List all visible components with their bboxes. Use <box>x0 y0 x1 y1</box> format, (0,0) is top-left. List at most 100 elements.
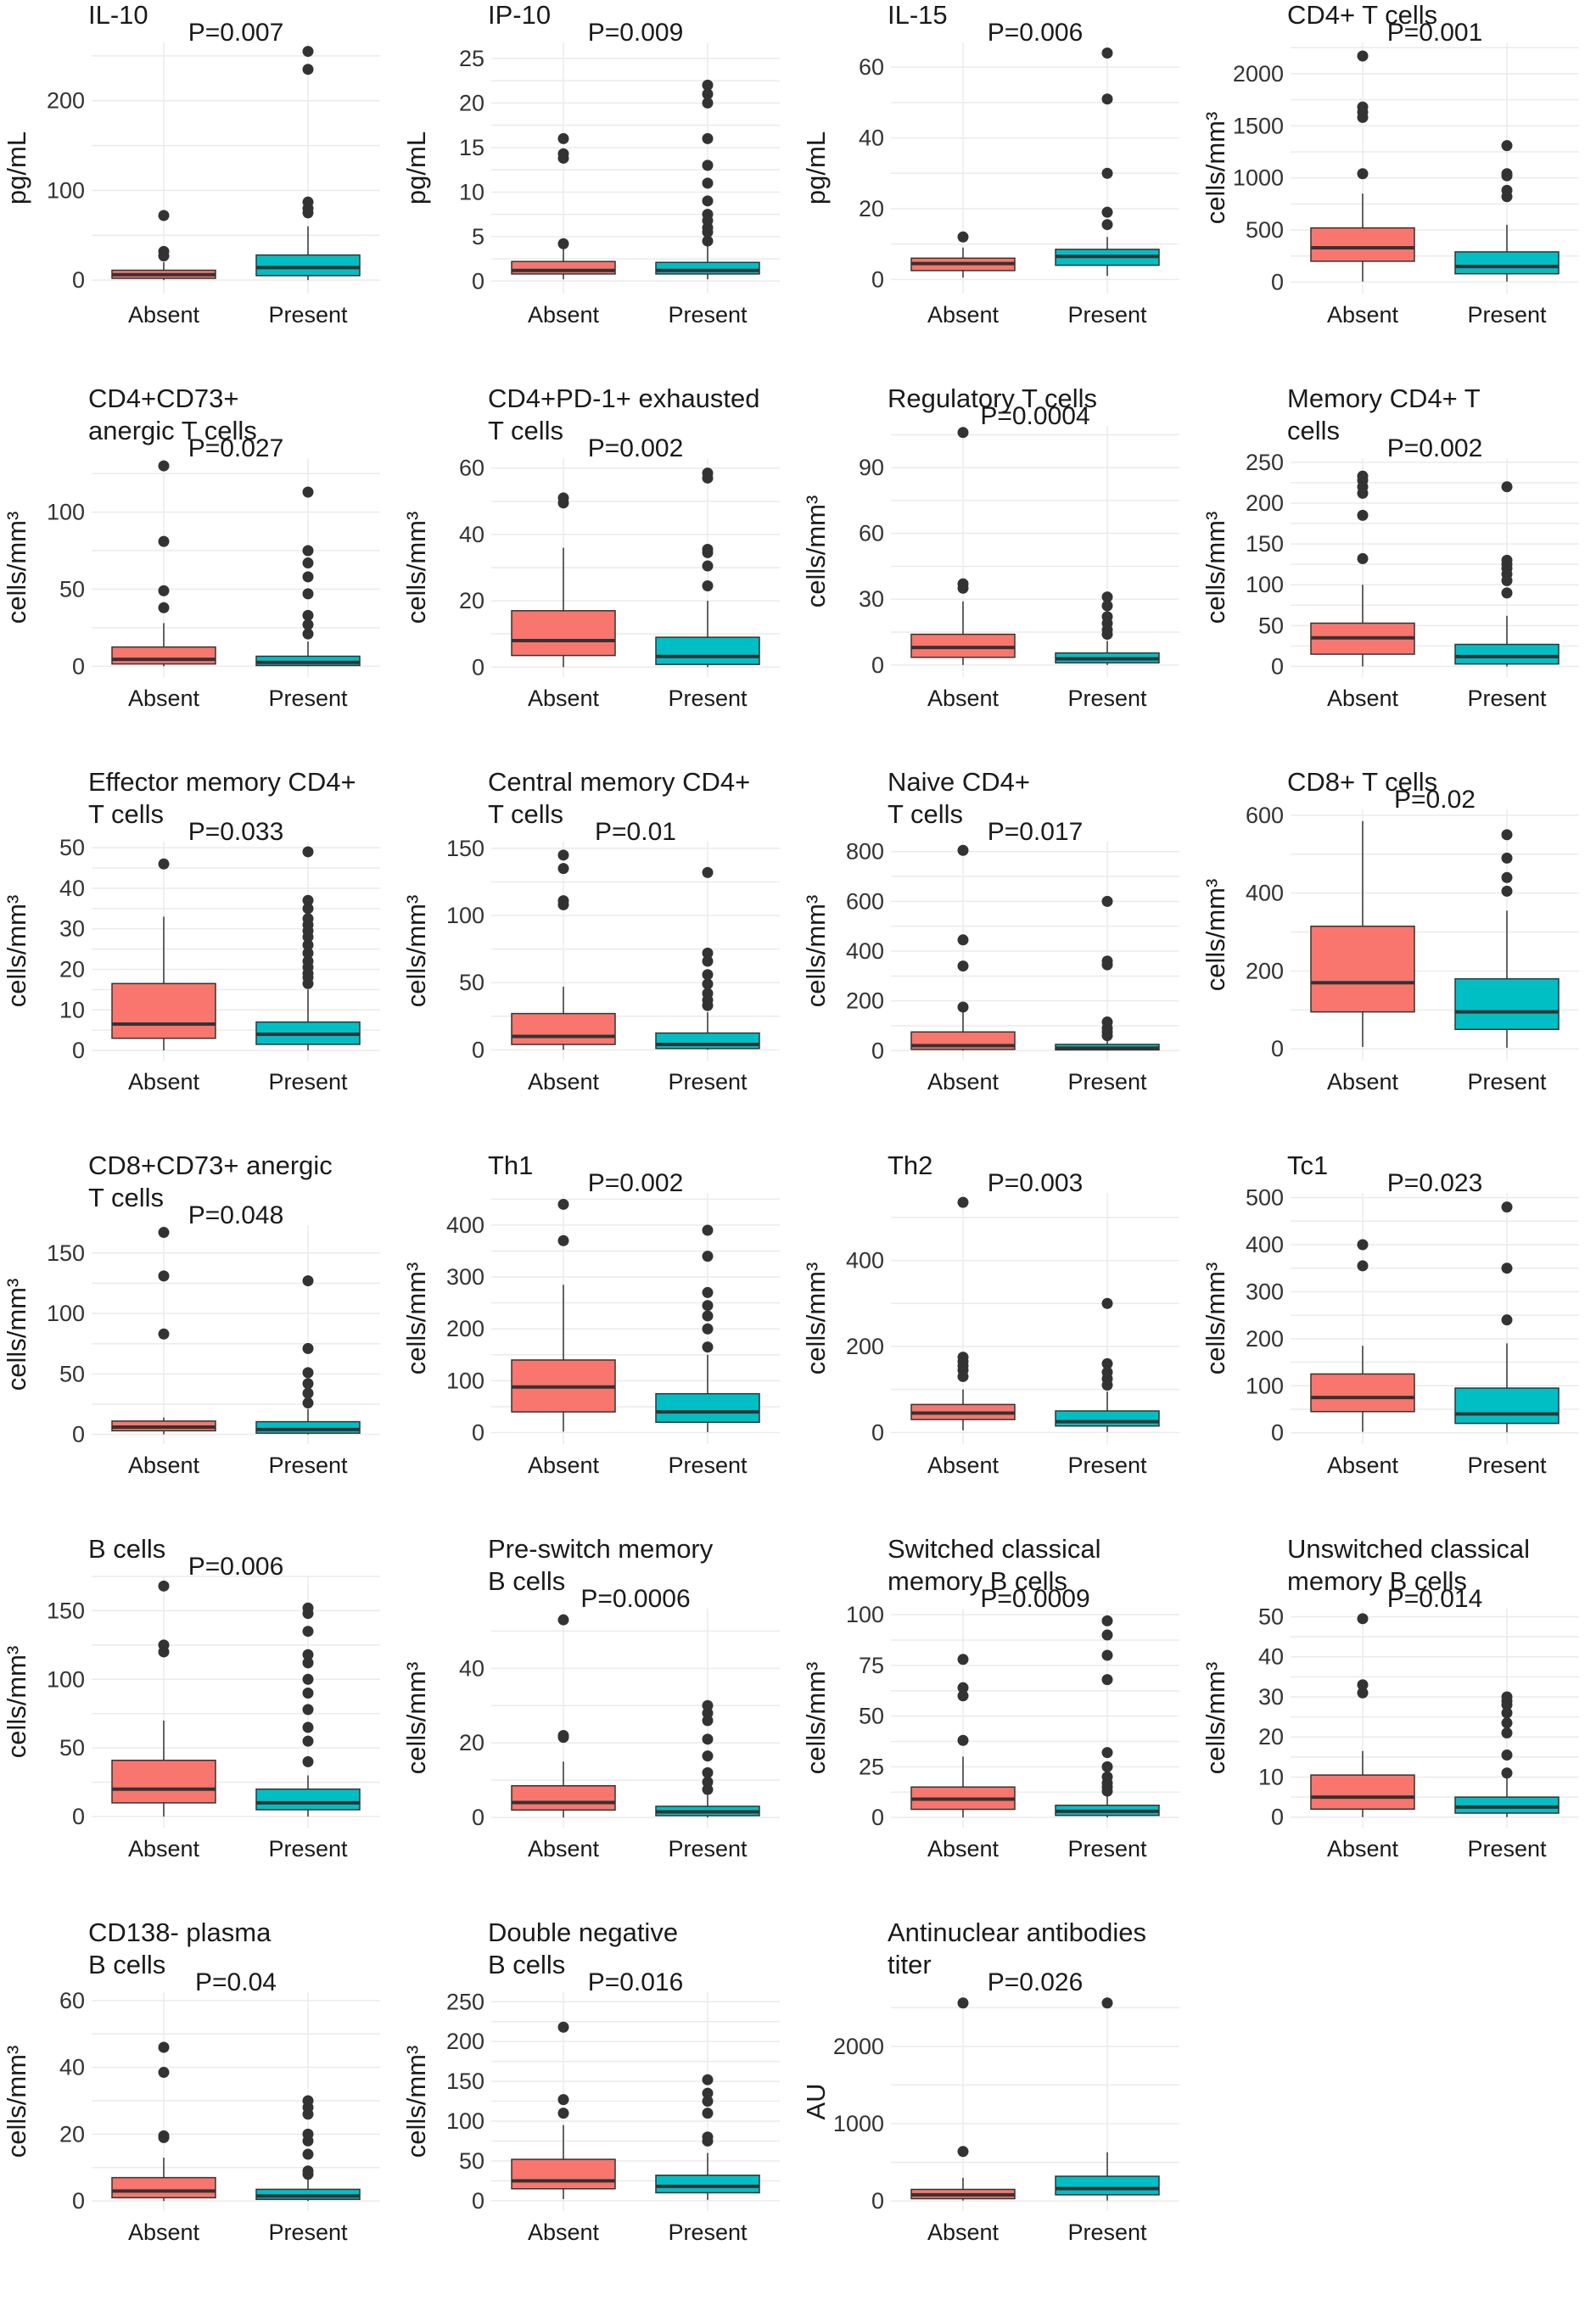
y-tick-label: 0 <box>871 1038 884 1063</box>
box-iqr <box>1454 1387 1560 1425</box>
p-value-label: P=0.027 <box>188 434 284 462</box>
outlier-point <box>557 148 569 160</box>
x-category-label: Absent <box>1327 1069 1399 1095</box>
chart-svg: 0 20 40 60 CD138- plasma B cells cells/mm³ Abs… <box>2 1918 380 2245</box>
chart-svg: 0 20 40 Pre-switch memory B cells cells/mm³ A… <box>401 1534 780 1862</box>
y-axis-label: cells/mm³ <box>1201 1262 1230 1375</box>
y-tick-label: 1000 <box>1233 165 1284 191</box>
panel-title: Th2 <box>888 1150 932 1180</box>
panel-title: Naive CD4+ <box>888 767 1030 797</box>
chart-panel: 0 200 400 600 CD8+ T cells cells/mm³ Absent Pre… <box>1199 767 1596 1150</box>
outlier-point <box>557 2108 569 2119</box>
outlier-point <box>302 1755 314 1767</box>
y-tick-label: 400 <box>1246 881 1284 906</box>
x-category-label: Present <box>1067 1453 1147 1478</box>
p-value-label: P=0.023 <box>1387 1169 1483 1197</box>
chart-panel: 0 10 20 30 40 50 Effector memory CD4+ T cells c… <box>0 767 399 1150</box>
chart-svg: 0 25 50 75 100 Switched classical memory B ce… <box>801 1534 1179 1862</box>
outlier-point <box>1101 167 1113 179</box>
outlier-point <box>1101 206 1113 218</box>
x-category-label: Present <box>1067 302 1147 328</box>
y-tick-label: 200 <box>446 1316 484 1341</box>
y-tick-label: 0 <box>472 268 484 294</box>
chart-svg: 0 50 100 150 200 250 Double negative B cells ce… <box>401 1918 780 2245</box>
box-iqr <box>1310 1373 1415 1413</box>
outlier-point <box>557 2021 569 2033</box>
y-axis-label: AU <box>801 2083 831 2119</box>
y-axis-label: cells/mm³ <box>1201 112 1230 225</box>
y-tick-label: 60 <box>859 54 884 80</box>
panel-title: Tc1 <box>1287 1150 1328 1180</box>
p-value-label: P=0.0006 <box>580 1585 690 1613</box>
y-tick-label: 40 <box>59 876 85 901</box>
p-value-label: P=0.016 <box>588 1968 684 1996</box>
y-axis-label: cells/mm³ <box>2 512 31 624</box>
x-category-label: Absent <box>927 1069 1000 1095</box>
y-tick-label: 0 <box>72 1038 85 1063</box>
y-tick-label: 30 <box>1258 1684 1284 1710</box>
y-tick-label: 25 <box>859 1754 884 1779</box>
x-category-label: Absent <box>128 1453 200 1478</box>
panel-title: Th1 <box>488 1150 533 1180</box>
outlier-point <box>302 947 314 959</box>
outlier-point <box>158 2041 170 2053</box>
y-tick-label: 90 <box>859 455 884 480</box>
y-tick-label: 50 <box>1258 613 1284 638</box>
x-category-label: Absent <box>927 1453 1000 1478</box>
y-tick-label: 2000 <box>833 2034 884 2059</box>
x-category-label: Absent <box>128 302 200 328</box>
outlier-point <box>302 1673 314 1685</box>
y-tick-label: 20 <box>1258 1724 1284 1750</box>
chart-panel: 0 50 100 150 CD8+CD73+ anergic T cells cells/… <box>0 1150 399 1534</box>
p-value-label: P=0.026 <box>988 1968 1084 1996</box>
x-category-label: Present <box>268 1453 348 1478</box>
panel-title: memory B cells <box>888 1566 1067 1596</box>
box-iqr <box>1055 2175 1160 2196</box>
y-tick-label: 20 <box>59 957 85 983</box>
chart-svg: 0 50 100 CD4+CD73+ anergic T cells cells/mm³… <box>2 384 380 711</box>
y-tick-label: 1000 <box>833 2111 884 2136</box>
panel-title: Regulatory T cells <box>888 384 1097 413</box>
outlier-point <box>302 2128 314 2140</box>
outlier-point <box>158 858 170 870</box>
y-tick-label: 20 <box>859 196 884 221</box>
box-iqr <box>1454 251 1560 275</box>
chart-panel: 0 10 20 30 40 50 Unswitched classical memory B… <box>1199 1534 1596 1918</box>
outlier-point <box>302 545 314 557</box>
y-tick-label: 50 <box>59 576 85 602</box>
y-tick-label: 250 <box>1246 450 1284 475</box>
x-category-label: Present <box>268 686 348 711</box>
outlier-point <box>702 132 714 144</box>
y-tick-label: 0 <box>72 653 85 679</box>
y-axis-label: pg/mL <box>401 132 431 204</box>
outlier-point <box>158 1270 170 1282</box>
chart-svg: 0 100 200 IL-10 pg/mL Absent Present P=0.007 <box>2 0 380 328</box>
x-category-label: Absent <box>528 1069 600 1095</box>
outlier-point <box>302 1722 314 1733</box>
outlier-point <box>1357 509 1369 521</box>
y-tick-label: 40 <box>1258 1644 1284 1670</box>
outlier-point <box>702 88 714 100</box>
y-axis-label: cells/mm³ <box>2 1646 31 1759</box>
chart-svg: 0 50 100 150 CD8+CD73+ anergic T cells cells/… <box>2 1150 380 1478</box>
chart-panel: 0 30 60 90 Regulatory T cells cells/mm³ Absent… <box>799 384 1198 767</box>
outlier-point <box>302 2165 314 2177</box>
outlier-point <box>557 895 569 907</box>
y-axis-label: cells/mm³ <box>2 1279 31 1391</box>
x-category-label: Present <box>1467 1069 1547 1095</box>
box-iqr <box>655 1392 760 1424</box>
outlier-point <box>302 1735 314 1747</box>
x-category-label: Present <box>1467 1453 1547 1478</box>
outlier-point <box>557 238 569 249</box>
y-axis-label: cells/mm³ <box>2 895 31 1008</box>
outlier-point <box>957 1690 969 1702</box>
chart-svg: 0 50 100 150 Central memory CD4+ T cells cell… <box>401 767 780 1095</box>
outlier-point <box>1501 1314 1513 1326</box>
y-tick-label: 40 <box>59 2055 85 2080</box>
outlier-point <box>702 467 714 479</box>
box-iqr <box>511 2158 616 2190</box>
panel-title: Double negative <box>488 1918 678 1947</box>
box-iqr <box>511 1012 616 1045</box>
box-iqr <box>1310 1774 1415 1811</box>
